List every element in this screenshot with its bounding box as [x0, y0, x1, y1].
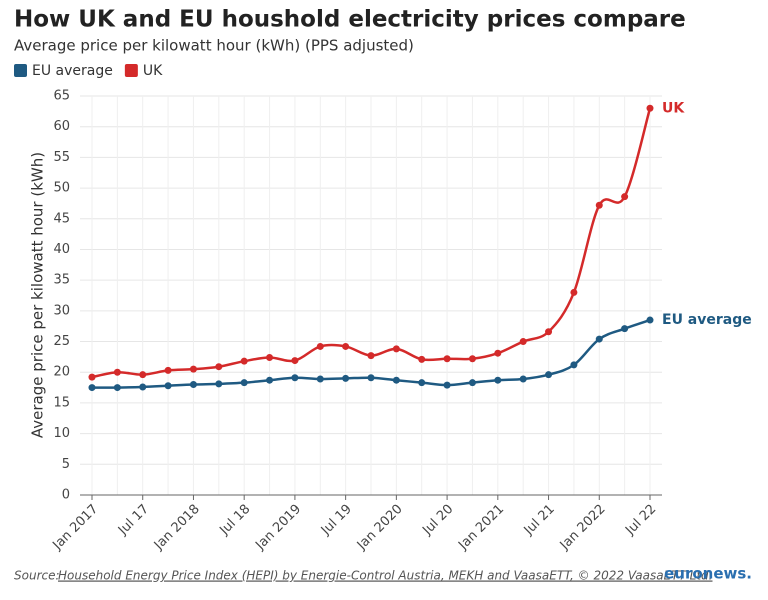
data-point	[316, 342, 324, 350]
y-tick-label: 65	[53, 89, 70, 104]
data-point	[646, 104, 654, 112]
chart-title: How UK and EU houshold electricity price…	[14, 7, 686, 33]
data-point	[545, 371, 553, 379]
data-point	[189, 381, 197, 389]
x-tick-label: Jan 2021	[455, 502, 507, 554]
legend-swatch	[14, 64, 27, 77]
data-point	[367, 374, 375, 382]
data-point	[164, 366, 172, 374]
data-point	[519, 375, 527, 383]
x-tick-label: Jan 2017	[49, 502, 101, 554]
y-tick-label: 35	[53, 273, 70, 288]
data-point	[494, 349, 502, 357]
data-point	[494, 376, 502, 384]
data-point	[240, 379, 248, 387]
x-tick-label: Jul 18	[216, 502, 253, 539]
y-tick-label: 30	[53, 303, 70, 318]
x-tick-label: Jan 2018	[151, 502, 203, 554]
logo: euronews.	[664, 565, 752, 583]
data-point	[392, 376, 400, 384]
data-point	[88, 373, 96, 381]
y-tick-label: 15	[53, 395, 70, 410]
data-point	[113, 368, 121, 376]
end-label: UK	[662, 100, 685, 116]
data-point	[646, 316, 654, 324]
y-axis-label: Average price per kilowatt hour (kWh)	[29, 152, 47, 438]
source: Household Energy Price Index (HEPI) by E…	[58, 569, 713, 583]
x-tick-label: Jan 2022	[557, 502, 609, 554]
data-point	[291, 374, 299, 382]
x-tick-label: Jul 22	[622, 502, 659, 539]
y-tick-label: 60	[53, 119, 70, 134]
data-point	[519, 338, 527, 346]
y-tick-label: 5	[62, 457, 70, 472]
data-point	[595, 335, 603, 343]
legend-label: EU average	[32, 63, 113, 79]
x-tick-label: Jul 19	[318, 502, 355, 539]
data-point	[316, 375, 324, 383]
data-point	[240, 357, 248, 365]
data-point	[113, 384, 121, 392]
y-tick-label: 10	[53, 426, 70, 441]
data-point	[468, 355, 476, 363]
y-tick-label: 40	[53, 242, 70, 257]
end-label: EU average	[662, 312, 752, 328]
source-prefix: Source:	[14, 569, 60, 583]
data-point	[139, 383, 147, 391]
y-tick-label: 20	[53, 365, 70, 380]
data-point	[215, 363, 223, 371]
x-tick-label: Jul 17	[115, 502, 152, 539]
y-tick-label: 25	[53, 334, 70, 349]
data-point	[266, 376, 274, 384]
data-point	[215, 380, 223, 388]
y-tick-label: 0	[62, 488, 70, 503]
data-point	[342, 374, 350, 382]
x-tick-label: Jan 2020	[354, 502, 406, 554]
data-point	[164, 382, 172, 390]
y-tick-label: 55	[53, 150, 70, 165]
data-point	[418, 379, 426, 387]
data-point	[621, 325, 629, 333]
data-point	[418, 355, 426, 363]
data-point	[570, 288, 578, 296]
data-point	[266, 353, 274, 361]
data-point	[367, 352, 375, 360]
y-tick-label: 50	[53, 181, 70, 196]
data-point	[443, 355, 451, 363]
data-point	[88, 384, 96, 392]
legend-label: UK	[143, 63, 163, 79]
x-tick-label: Jul 21	[521, 502, 558, 539]
data-point	[545, 328, 553, 336]
data-point	[291, 357, 299, 365]
data-point	[468, 379, 476, 387]
data-point	[443, 381, 451, 389]
data-point	[139, 371, 147, 379]
data-point	[621, 193, 629, 201]
data-point	[342, 342, 350, 350]
data-point	[392, 345, 400, 353]
legend-swatch	[124, 64, 138, 77]
data-point	[189, 365, 197, 373]
data-point	[570, 361, 578, 369]
data-point	[595, 201, 603, 209]
chart-subtitle: Average price per kilowatt hour (kWh) (P…	[14, 37, 414, 55]
x-tick-label: Jan 2019	[252, 502, 304, 554]
y-tick-label: 45	[53, 211, 70, 226]
x-tick-label: Jul 20	[419, 502, 456, 539]
